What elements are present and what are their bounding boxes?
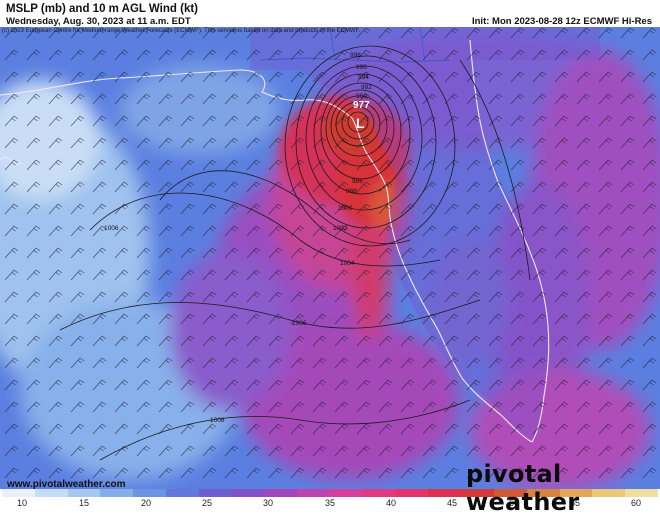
color-scale-swatch [297,489,330,497]
isobar-label: 996 [356,64,367,71]
map-canvas: 998 996 994 992 990 986 988 1000 1002 10… [0,27,660,489]
brand-logo: pivotal weather [466,460,580,516]
valid-time: Wednesday, Aug. 30, 2023 at 11 a.m. EDT [6,16,191,27]
color-scale-swatch [329,489,363,497]
isobar-label: 994 [358,74,369,81]
scale-tick-label: 60 [630,498,642,508]
map-title: MSLP (mb) and 10 m AGL Wind (kt) [6,3,198,15]
color-scale-swatch [493,489,527,497]
isobar-label: 992 [361,84,372,91]
wind-barbs [0,27,660,489]
isobars [59,45,531,461]
scale-tick-label: 15 [78,498,90,508]
color-scale-bar: 10 15 20 25 30 35 40 45 50 55 60 [0,489,660,510]
website-link[interactable]: www.pivotalweather.com [7,479,126,490]
scale-tick-label: 30 [262,498,274,508]
color-scale-swatch [362,489,396,497]
color-scale-swatch [264,489,298,497]
color-scale-strip [2,489,658,497]
copyright-notice: (c) 2023 European Centre for Medium-rang… [2,28,361,34]
color-scale-swatch [133,489,166,497]
scale-tick-label: 50 [508,498,520,508]
color-scale-swatch [2,489,35,497]
color-scale-swatch [526,489,560,497]
color-scale-swatch [461,489,494,497]
scale-tick-label: 35 [324,498,336,508]
scale-tick-label: 40 [385,498,397,508]
isobar-label: 998 [350,52,361,59]
color-scale-swatch [231,489,265,497]
scale-tick-label: 45 [446,498,458,508]
color-scale-swatch [34,489,68,497]
low-pressure-center: 977 L [353,100,370,131]
color-scale-swatch [395,489,429,497]
color-scale-swatch [67,489,101,497]
isobar-label: 1000 [338,205,353,212]
low-pressure-symbol: L [356,115,365,131]
color-scale-swatch [428,489,462,497]
isobar-label: 1006 [292,320,307,327]
scale-tick-label: 10 [16,498,28,508]
color-scale-swatch [559,489,593,497]
isobar-label: 990 [356,93,367,100]
isobar-label: 1004 [340,260,355,267]
isobar-label: 1002 [333,225,348,232]
isobar-label: 1006 [104,225,119,232]
isobar-label: 1008 [210,417,225,424]
low-pressure-value: 977 [353,100,370,111]
color-scale-swatch [592,489,626,497]
init-info: Init: Mon 2023-08-28 12z ECMWF Hi-Res [471,16,652,27]
color-scale-swatch [100,489,134,497]
isobar-label: 988 [346,188,357,195]
scale-tick-label: 55 [569,498,581,508]
color-scale-swatch [165,489,199,497]
isobar-label: 986 [352,178,363,185]
color-scale-swatch [625,489,658,497]
color-scale-swatch [198,489,232,497]
isobar-labels: 998 996 994 992 990 986 988 1000 1002 10… [104,52,372,424]
map-panel: 998 996 994 992 990 986 988 1000 1002 10… [0,27,660,489]
scale-tick-label: 25 [201,498,213,508]
scale-tick-label: 20 [140,498,152,508]
